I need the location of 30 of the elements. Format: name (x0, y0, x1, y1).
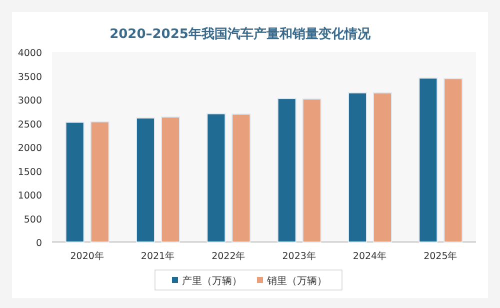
bar (302, 98, 322, 242)
x-tick-label: 2024年 (352, 250, 388, 262)
x-tick-label: 2022年 (212, 250, 246, 262)
y-tick-label: 4000 (18, 48, 42, 59)
bar (348, 92, 367, 242)
bar (161, 116, 180, 242)
x-tick-label: 2020年 (70, 250, 104, 262)
y-tick-label: 2000 (18, 143, 42, 154)
x-tick-label: 2021年 (140, 250, 176, 262)
x-tick-label: 2025年 (424, 250, 458, 262)
y-tick-label: 3000 (18, 96, 42, 106)
y-tick-label: 1000 (18, 190, 42, 202)
y-tick-label: 0 (36, 238, 42, 249)
y-tick-label: 3500 (18, 72, 42, 83)
x-tick-label: 2023年 (282, 250, 316, 262)
y-tick-label: 2500 (18, 119, 42, 130)
bar (232, 114, 251, 242)
bar (90, 121, 110, 242)
legend-label: 销里（万辆） (266, 275, 327, 287)
bar (444, 78, 463, 242)
bar (206, 113, 226, 242)
y-tick-label: 500 (24, 214, 42, 226)
bar (136, 118, 155, 242)
y-tick-label: 1500 (18, 166, 42, 178)
bar (277, 98, 296, 242)
chart-title: 2020–2025年我国汽车产量和销量变化情况 (110, 26, 372, 42)
bar (418, 78, 438, 242)
bar (373, 92, 392, 242)
legend-label: 产里（万辆） (182, 275, 242, 287)
bar (65, 122, 84, 242)
